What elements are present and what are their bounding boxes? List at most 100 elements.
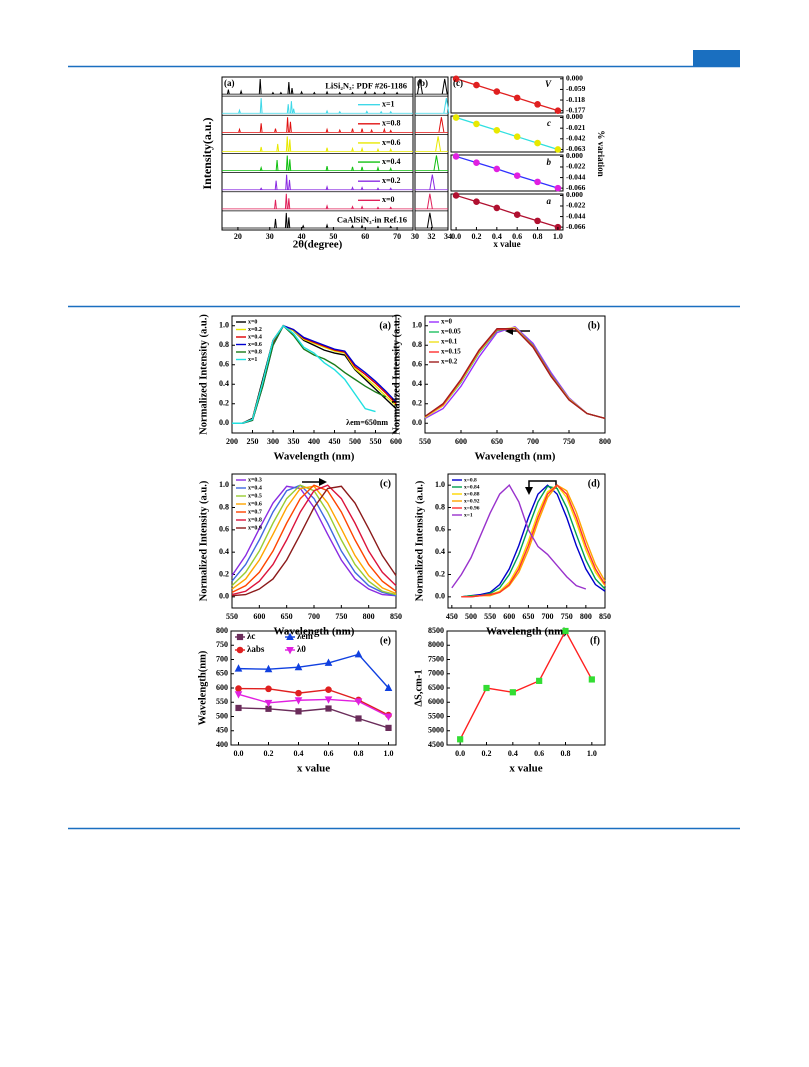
x-tick-label: 200: [226, 437, 238, 446]
x-tick-label: 350: [288, 437, 300, 446]
y-axis-label: Normalized Intensity (a.u.): [198, 480, 209, 601]
marker: [473, 81, 480, 89]
legend-label: x=0.2: [248, 327, 262, 333]
marker: [452, 192, 460, 199]
marker: [509, 689, 516, 696]
y-axis-label: Wavelength(nm): [197, 650, 208, 725]
marker: [483, 684, 490, 692]
x-tick-label: 20: [234, 232, 242, 241]
peak: [288, 159, 292, 171]
x-tick-label: 650: [281, 612, 293, 621]
legend-label: x=0.6: [248, 501, 262, 507]
series-line: [455, 78, 559, 112]
x-tick-label: 600: [390, 437, 402, 446]
peak: [376, 206, 380, 210]
x-tick-label: 450: [446, 612, 458, 621]
marker: [534, 139, 541, 147]
series-line: [231, 485, 397, 595]
y-axis-label: Normalized Intensity (a.u.): [198, 314, 209, 435]
peak: [443, 98, 450, 114]
x-tick-label: 0.4: [508, 749, 518, 758]
y-axis-label: % variation: [596, 130, 606, 176]
peak: [389, 167, 393, 171]
y-axis-label: Normalized Intensity (a.u.): [391, 314, 402, 435]
peak: [360, 205, 364, 210]
series-line: [455, 116, 559, 151]
panel-variable: c: [547, 118, 551, 128]
series-line: [231, 484, 397, 593]
peak: [238, 108, 241, 114]
y-tick-label: 6500: [428, 683, 444, 692]
peak: [288, 139, 292, 152]
peak: [325, 109, 329, 114]
x-axis-label: x value: [297, 763, 330, 775]
y-tick-label: 1.0: [219, 321, 229, 330]
panel-label: (f): [590, 635, 600, 646]
x-tick-label: 0.6: [512, 232, 522, 241]
marker: [324, 696, 333, 704]
peak: [325, 184, 329, 190]
x-tick-label: 0.2: [264, 749, 274, 758]
peak: [365, 110, 369, 114]
series-line: [231, 484, 397, 596]
y-tick-label: 0.4: [219, 547, 229, 556]
legend-label: x=0.8: [248, 517, 262, 523]
marker: [295, 689, 302, 697]
x-tick-label: 0.6: [534, 749, 544, 758]
x-tick-label: 700: [527, 437, 539, 446]
marker: [513, 211, 521, 218]
peak: [433, 155, 440, 171]
plot-frame: [447, 473, 606, 609]
marker: [294, 662, 303, 671]
marker: [295, 708, 302, 715]
marker: [286, 647, 294, 655]
x-tick-label: 0.4: [294, 749, 304, 758]
legend-label: x=1: [248, 357, 257, 363]
x-tick-label: 600: [503, 612, 515, 621]
marker: [493, 88, 501, 95]
x-tick-label: 0.8: [533, 232, 543, 241]
peak: [259, 123, 263, 133]
y-tick-label: 0.0: [219, 592, 229, 601]
peak: [338, 110, 342, 114]
x-tick-label: 50: [329, 232, 337, 241]
legend-label: x=0.96: [464, 505, 480, 511]
x-tick-label: 700: [308, 612, 320, 621]
peak: [289, 101, 293, 114]
marker: [554, 146, 562, 153]
peak: [226, 89, 230, 95]
panel-variable: V: [545, 79, 552, 89]
peak: [287, 81, 291, 95]
legend-label: x=0.4: [248, 485, 262, 491]
y-tick-label: 500: [216, 711, 228, 720]
x-tick-label: 34: [444, 232, 452, 241]
series-line: [455, 194, 559, 228]
panel-label: (b): [588, 320, 600, 331]
peak: [239, 89, 243, 95]
peak: [376, 147, 380, 152]
y-axis-label: ΔS,cm-1: [413, 669, 424, 706]
series-line: [231, 484, 397, 597]
annotation: λem=650nm: [346, 418, 388, 427]
x-tick-label: 1.0: [587, 749, 597, 758]
y-tick-label: 1.0: [435, 480, 445, 489]
peak: [389, 187, 393, 191]
y-tick-label: 0.4: [435, 547, 445, 556]
marker: [473, 198, 480, 205]
peak: [351, 166, 354, 171]
y-tick-label: 0.6: [219, 360, 229, 369]
x-tick-label: 650: [522, 612, 534, 621]
peak: [286, 104, 290, 114]
peak: [275, 159, 279, 171]
peak: [373, 91, 377, 95]
peak: [284, 212, 288, 229]
peak: [285, 155, 289, 171]
legend-label: x=0.88: [464, 491, 480, 497]
trace-label: x=0.6: [382, 138, 401, 147]
y-tick-label: 650: [216, 669, 228, 678]
peak: [338, 91, 342, 95]
y-tick-label: 0.000: [566, 190, 583, 199]
y-tick-label: -0.022: [566, 162, 586, 171]
marker: [236, 633, 244, 641]
marker: [452, 75, 460, 83]
